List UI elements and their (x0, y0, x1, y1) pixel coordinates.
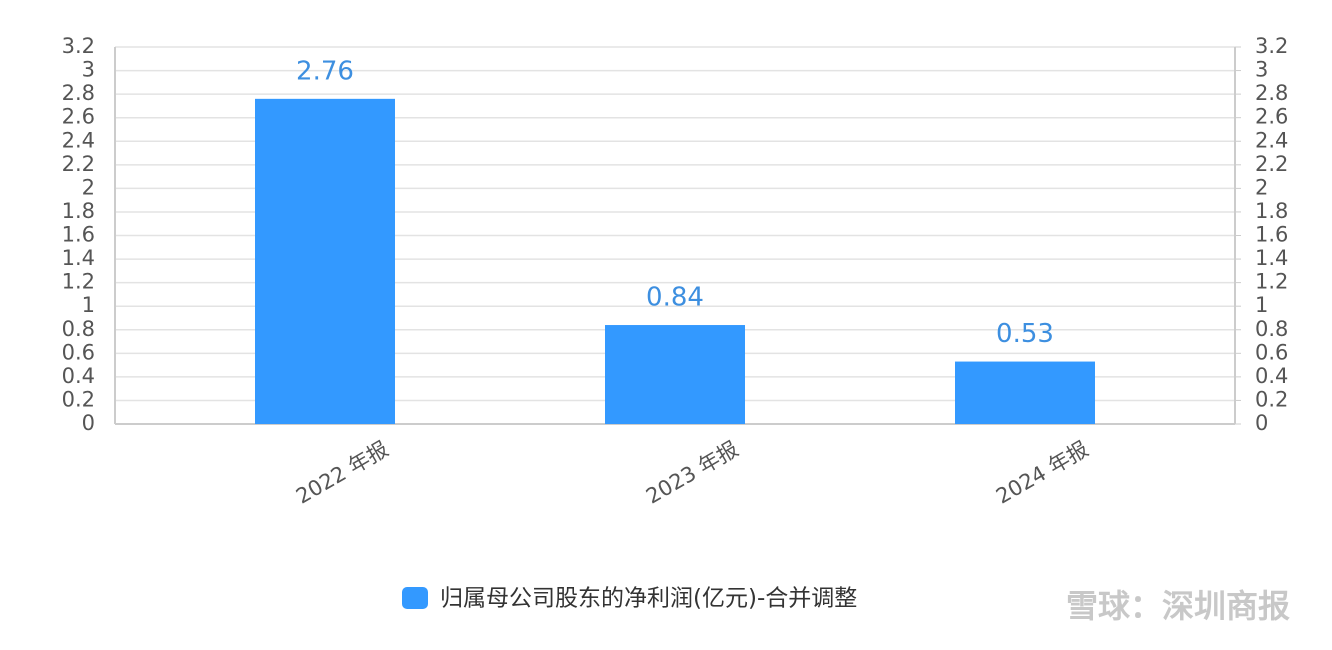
y-tick-label: 0.2 (62, 387, 95, 411)
legend-swatch (402, 587, 428, 609)
y-tick-label: 1 (82, 293, 95, 317)
y-tick-label: 1.2 (62, 270, 95, 294)
value-label: 0.84 (646, 283, 704, 313)
x-tick-label: 2024 年报 (992, 437, 1092, 509)
y2-tick-label: 2.6 (1255, 105, 1288, 129)
y-tick-label: 2.4 (62, 128, 95, 152)
y-tick-label: 1.4 (62, 246, 95, 270)
y-tick-label: 0.6 (62, 340, 95, 364)
y-tick-label: 3.2 (62, 34, 95, 58)
y2-tick-label: 1 (1255, 293, 1268, 317)
y2-tick-label: 0 (1255, 411, 1268, 435)
y2-tick-label: 0.8 (1255, 317, 1288, 341)
y2-tick-label: 1.4 (1255, 246, 1288, 270)
y-tick-label: 2.6 (62, 105, 95, 129)
bar (955, 361, 1095, 424)
y-tick-label: 2 (82, 175, 95, 199)
bar (605, 325, 745, 424)
y2-tick-label: 0.6 (1255, 340, 1288, 364)
y-tick-label: 2.8 (62, 81, 95, 105)
y2-tick-label: 1.2 (1255, 270, 1288, 294)
y2-tick-label: 2.8 (1255, 81, 1288, 105)
y2-tick-label: 1.8 (1255, 199, 1288, 223)
y-tick-label: 3 (82, 58, 95, 82)
legend-label: 归属母公司股东的净利润(亿元)-合并调整 (440, 586, 857, 612)
y-tick-label: 2.2 (62, 152, 95, 176)
x-tick-label: 2023 年报 (642, 437, 742, 509)
watermark: 雪球：深圳商报 (1066, 587, 1290, 625)
y-tick-label: 1.8 (62, 199, 95, 223)
y-tick-label: 1.6 (62, 223, 95, 247)
y2-tick-label: 1.6 (1255, 223, 1288, 247)
x-tick-label: 2022 年报 (292, 437, 392, 509)
bar (255, 98, 395, 425)
y2-tick-label: 0.2 (1255, 387, 1288, 411)
value-label: 2.76 (296, 56, 354, 86)
y2-tick-label: 2.4 (1255, 128, 1288, 152)
y-tick-label: 0.8 (62, 317, 95, 341)
y2-tick-label: 0.4 (1255, 364, 1288, 388)
y2-tick-label: 3.2 (1255, 34, 1288, 58)
y-tick-label: 0 (82, 411, 95, 435)
y2-tick-label: 2 (1255, 175, 1268, 199)
y-tick-label: 0.4 (62, 364, 95, 388)
value-label: 0.53 (996, 319, 1054, 349)
y2-tick-label: 3 (1255, 58, 1268, 82)
y2-tick-label: 2.2 (1255, 152, 1288, 176)
